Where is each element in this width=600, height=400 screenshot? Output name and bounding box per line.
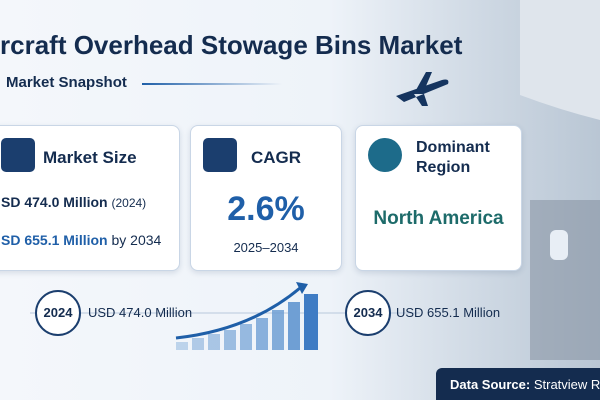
title: rcraft Overhead Stowage Bins Market [0,30,463,60]
region-value: North America [373,208,504,229]
subtitle-rule [142,83,282,85]
luggage-icon [1,138,35,172]
cagr-value: 2.6% [227,190,305,228]
start-value: USD 474.0 Million [88,305,193,320]
market-size-2034: SD 655.1 Million by 2034 [1,232,161,248]
note: by 2034 [111,232,162,248]
end-value: USD 655.1 Million [396,305,501,320]
note: (2024) [111,196,147,210]
growth-icon [203,138,237,172]
globe-icon [368,138,402,172]
timeline-graphic [30,282,420,350]
footer-source: Stratview Res [533,377,600,392]
subtitle: Market Snapshot [6,74,127,91]
cagr-period: 2025–2034 [233,240,299,255]
footer-text: Data Source: Stratview Res [450,377,600,392]
cabin-background [520,0,600,360]
market-size-2024: SD 474.0 Million (2024) [1,194,146,210]
cagr-card: CAGR 2.6% 2025–2034 [190,125,342,271]
card-title: CAGR [251,148,302,167]
region-card: Dominant Region North America [355,125,522,271]
end-year: 2034 [353,305,383,320]
value: SD 655.1 Million [1,232,108,248]
start-year: 2024 [43,305,73,320]
market-size-card: Market Size SD 474.0 Million (2024) SD 6… [0,125,180,271]
value: SD 474.0 Million [1,194,108,210]
footer-bar: Data Source: Stratview Res [436,368,600,400]
plane-icon [396,72,449,106]
card-title: Dominant Region [416,139,490,176]
footer-label: Data Source: [450,377,531,392]
card-title: Market Size [43,148,137,167]
